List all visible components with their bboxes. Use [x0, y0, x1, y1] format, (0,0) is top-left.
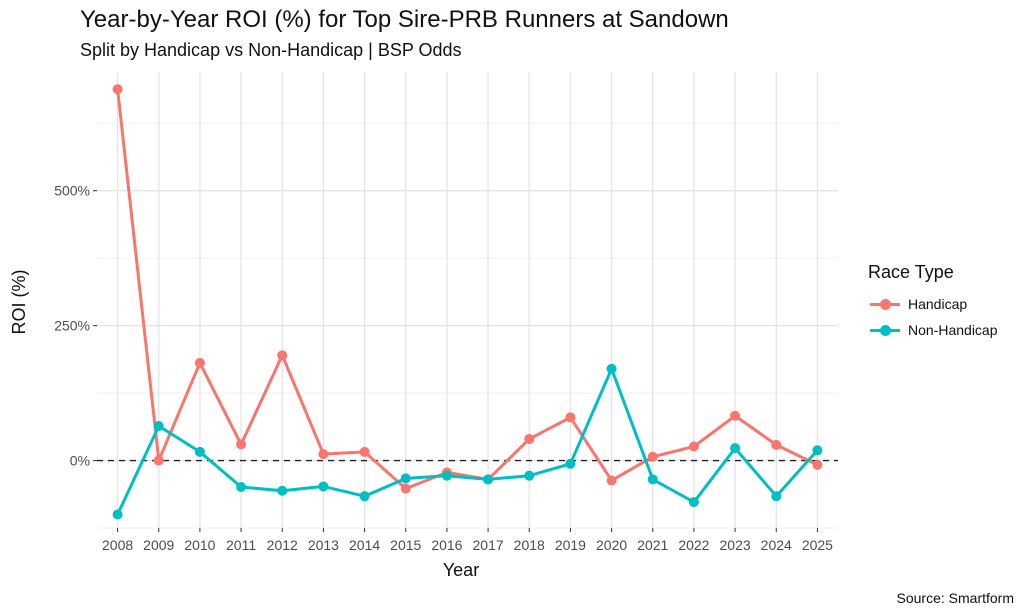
- legend-key-handicap: [868, 294, 902, 314]
- data-point-non-handicap-2016: [441, 470, 452, 481]
- x-axis-label: Year: [443, 560, 479, 580]
- legend-item-non-handicap: Non-Handicap: [868, 317, 998, 343]
- y-tick-label: 250%: [54, 318, 90, 334]
- data-point-handicap-2014: [359, 446, 370, 457]
- data-point-non-handicap-2008: [112, 509, 123, 520]
- x-tick-label: 2021: [637, 537, 668, 553]
- data-point-handicap-2022: [688, 441, 699, 452]
- x-tick-label: 2025: [802, 537, 833, 553]
- legend-key-non-handicap: [868, 320, 902, 340]
- x-tick-label: 2008: [102, 537, 133, 553]
- x-tick-label: 2009: [143, 537, 174, 553]
- x-tick-label: 2019: [555, 537, 586, 553]
- x-tick-label: 2022: [678, 537, 709, 553]
- legend-label-non-handicap: Non-Handicap: [908, 322, 998, 338]
- data-point-handicap-2012: [277, 350, 288, 361]
- data-point-non-handicap-2022: [688, 497, 699, 508]
- data-point-non-handicap-2015: [400, 473, 411, 484]
- series-points: [112, 84, 823, 520]
- data-point-non-handicap-2013: [318, 481, 329, 492]
- data-point-handicap-2010: [194, 357, 205, 368]
- legend: Race Type Handicap Non-Handicap: [868, 262, 998, 343]
- x-tick-label: 2016: [431, 537, 462, 553]
- data-point-non-handicap-2010: [194, 446, 205, 457]
- y-axis-ticks: 0% 250% 500%: [54, 183, 97, 469]
- data-point-non-handicap-2019: [565, 458, 576, 469]
- x-tick-label: 2020: [596, 537, 627, 553]
- data-point-non-handicap-2011: [236, 481, 247, 492]
- data-point-handicap-2020: [606, 475, 617, 486]
- data-point-handicap-2025: [812, 459, 823, 470]
- data-point-handicap-2024: [771, 439, 782, 450]
- data-point-handicap-2018: [524, 433, 535, 444]
- series-line-non-handicap: [116, 367, 819, 516]
- data-point-non-handicap-2009: [153, 421, 164, 432]
- x-tick-label: 2010: [184, 537, 215, 553]
- data-point-non-handicap-2021: [647, 474, 658, 485]
- data-point-handicap-2013: [318, 449, 329, 460]
- y-tick-label: 500%: [54, 183, 90, 199]
- series-lines: [116, 89, 819, 516]
- data-point-non-handicap-2012: [277, 485, 288, 496]
- data-point-handicap-2009: [153, 455, 164, 466]
- source-caption: Source: Smartform: [896, 590, 1014, 606]
- legend-title: Race Type: [868, 262, 954, 282]
- legend-label-handicap: Handicap: [908, 296, 968, 312]
- data-point-handicap-2023: [730, 410, 741, 421]
- x-tick-label: 2013: [308, 537, 339, 553]
- data-point-handicap-2019: [565, 412, 576, 423]
- data-point-non-handicap-2023: [730, 443, 741, 454]
- data-point-handicap-2015: [400, 483, 411, 494]
- x-tick-label: 2012: [267, 537, 298, 553]
- data-point-non-handicap-2020: [606, 363, 617, 374]
- data-point-non-handicap-2025: [812, 445, 823, 456]
- data-point-non-handicap-2024: [771, 491, 782, 502]
- x-tick-label: 2017: [473, 537, 504, 553]
- chart-subtitle: Split by Handicap vs Non-Handicap | BSP …: [80, 40, 462, 60]
- y-axis-label: ROI (%): [9, 270, 29, 335]
- x-tick-label: 2018: [514, 537, 545, 553]
- x-tick-label: 2024: [761, 537, 792, 553]
- data-point-non-handicap-2014: [359, 491, 370, 502]
- data-point-handicap-2011: [236, 439, 247, 450]
- data-point-handicap-2021: [647, 451, 658, 462]
- x-tick-label: 2015: [390, 537, 421, 553]
- chart-title: Year-by-Year ROI (%) for Top Sire-PRB Ru…: [80, 6, 729, 33]
- x-axis-ticks: 2008 2009 2010 2011 2012 2013 2014 2015 2016 2017…: [102, 528, 833, 553]
- x-tick-label: 2011: [226, 537, 256, 553]
- data-point-non-handicap-2018: [524, 470, 535, 481]
- data-point-handicap-2008: [112, 84, 123, 95]
- series-line-handicap: [116, 89, 819, 491]
- x-tick-label: 2023: [720, 537, 751, 553]
- legend-item-handicap: Handicap: [868, 291, 998, 317]
- y-tick-label: 0%: [70, 453, 90, 469]
- data-point-non-handicap-2017: [483, 474, 494, 485]
- x-tick-label: 2014: [349, 537, 380, 553]
